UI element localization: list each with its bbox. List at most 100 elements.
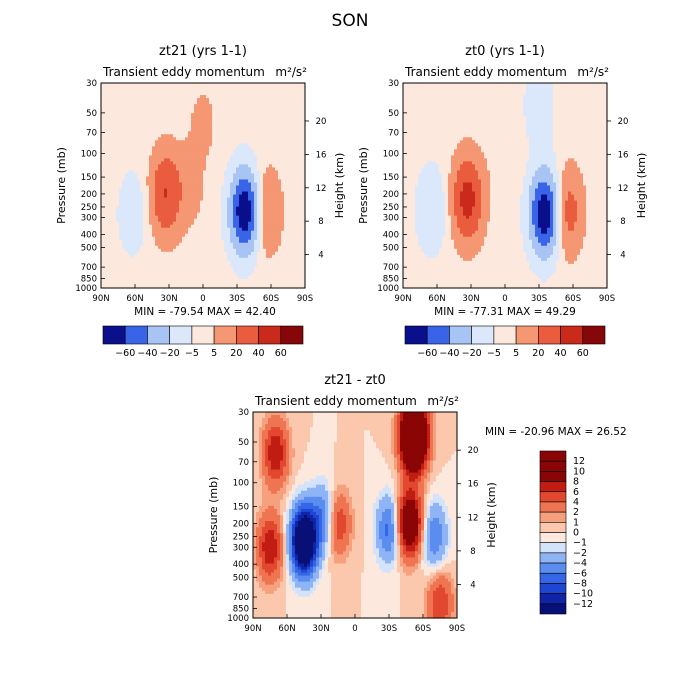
field-cell bbox=[179, 131, 183, 135]
field-cell bbox=[140, 236, 144, 241]
field-cell bbox=[203, 188, 207, 193]
field-cell bbox=[272, 95, 276, 99]
field-cell bbox=[197, 218, 201, 223]
field-cell bbox=[194, 131, 198, 135]
field-cell bbox=[134, 185, 138, 190]
field-cell bbox=[254, 104, 258, 108]
field-cell bbox=[143, 230, 147, 235]
field-cell bbox=[266, 113, 270, 117]
field-cell bbox=[182, 101, 186, 105]
field-cell bbox=[173, 197, 177, 202]
field-cell bbox=[152, 155, 156, 159]
field-cell bbox=[197, 200, 201, 205]
field-cell bbox=[134, 119, 138, 123]
field-cell bbox=[448, 95, 452, 99]
field-cell bbox=[230, 239, 234, 244]
field-cell bbox=[293, 245, 297, 250]
field-cell bbox=[185, 281, 189, 286]
field-cell bbox=[257, 140, 261, 144]
field-cell bbox=[161, 233, 165, 238]
field-cell bbox=[176, 269, 180, 274]
field-cell bbox=[293, 158, 297, 162]
field-cell bbox=[191, 104, 195, 108]
field-cell bbox=[266, 143, 270, 147]
field-cell bbox=[293, 203, 297, 208]
field-cell bbox=[254, 161, 258, 165]
field-cell bbox=[302, 158, 306, 162]
field-cell bbox=[170, 128, 174, 132]
field-cell bbox=[221, 113, 225, 117]
field-cell bbox=[128, 266, 132, 271]
field-cell bbox=[281, 149, 285, 153]
field-cell bbox=[257, 278, 261, 283]
field-cell bbox=[275, 122, 279, 126]
field-cell bbox=[107, 131, 111, 135]
field-cell bbox=[445, 83, 449, 87]
field-cell bbox=[185, 215, 189, 220]
field-cell bbox=[158, 254, 162, 259]
field-cell bbox=[143, 200, 147, 205]
field-cell bbox=[173, 182, 177, 187]
field-cell bbox=[299, 119, 303, 123]
field-cell bbox=[158, 200, 162, 205]
field-cell bbox=[302, 92, 306, 96]
field-cell bbox=[158, 191, 162, 196]
field-cell bbox=[182, 149, 186, 153]
field-cell bbox=[110, 236, 114, 241]
field-cell bbox=[107, 203, 111, 208]
field-cell bbox=[272, 215, 276, 220]
field-cell bbox=[302, 86, 306, 90]
field-cell bbox=[101, 275, 105, 280]
field-cell bbox=[293, 173, 297, 178]
field-cell bbox=[206, 131, 210, 135]
field-cell bbox=[275, 170, 279, 175]
field-cell bbox=[266, 227, 270, 232]
field-cell bbox=[248, 275, 252, 280]
field-cell bbox=[104, 89, 108, 93]
field-cell bbox=[239, 167, 243, 172]
field-cell bbox=[152, 131, 156, 135]
field-cell bbox=[272, 149, 276, 153]
field-cell bbox=[218, 170, 222, 175]
field-cell bbox=[227, 134, 231, 138]
field-cell bbox=[164, 116, 168, 120]
field-cell bbox=[179, 116, 183, 120]
field-cell bbox=[113, 137, 117, 141]
field-cell bbox=[218, 179, 222, 184]
field-cell bbox=[116, 152, 120, 156]
field-cell bbox=[287, 176, 291, 181]
field-cell bbox=[155, 116, 159, 120]
field-cell bbox=[254, 113, 258, 117]
field-cell bbox=[287, 146, 291, 150]
field-cell bbox=[104, 83, 108, 87]
field-cell bbox=[164, 86, 168, 90]
field-cell bbox=[236, 143, 240, 147]
field-cell bbox=[203, 149, 207, 153]
field-cell bbox=[134, 113, 138, 117]
field-cell bbox=[194, 284, 198, 289]
field-cell bbox=[170, 164, 174, 169]
field-cell bbox=[179, 161, 183, 165]
field-cell bbox=[116, 134, 120, 138]
field-cell bbox=[122, 83, 126, 87]
field-cell bbox=[128, 245, 132, 250]
field-cell bbox=[140, 170, 144, 175]
field-cell bbox=[233, 254, 237, 259]
field-cell bbox=[275, 107, 279, 111]
field-cell bbox=[251, 125, 255, 129]
field-cell bbox=[275, 245, 279, 250]
field-cell bbox=[152, 167, 156, 172]
field-cell bbox=[221, 128, 225, 132]
field-cell bbox=[191, 281, 195, 286]
field-cell bbox=[131, 275, 135, 280]
field-cell bbox=[164, 266, 168, 271]
field-cell bbox=[116, 113, 120, 117]
field-cell bbox=[107, 155, 111, 159]
field-cell bbox=[149, 206, 153, 211]
field-cell bbox=[176, 278, 180, 283]
field-cell bbox=[293, 95, 297, 99]
field-cell bbox=[167, 86, 171, 90]
field-cell bbox=[170, 125, 174, 129]
field-cell bbox=[194, 272, 198, 277]
field-cell bbox=[167, 173, 171, 178]
